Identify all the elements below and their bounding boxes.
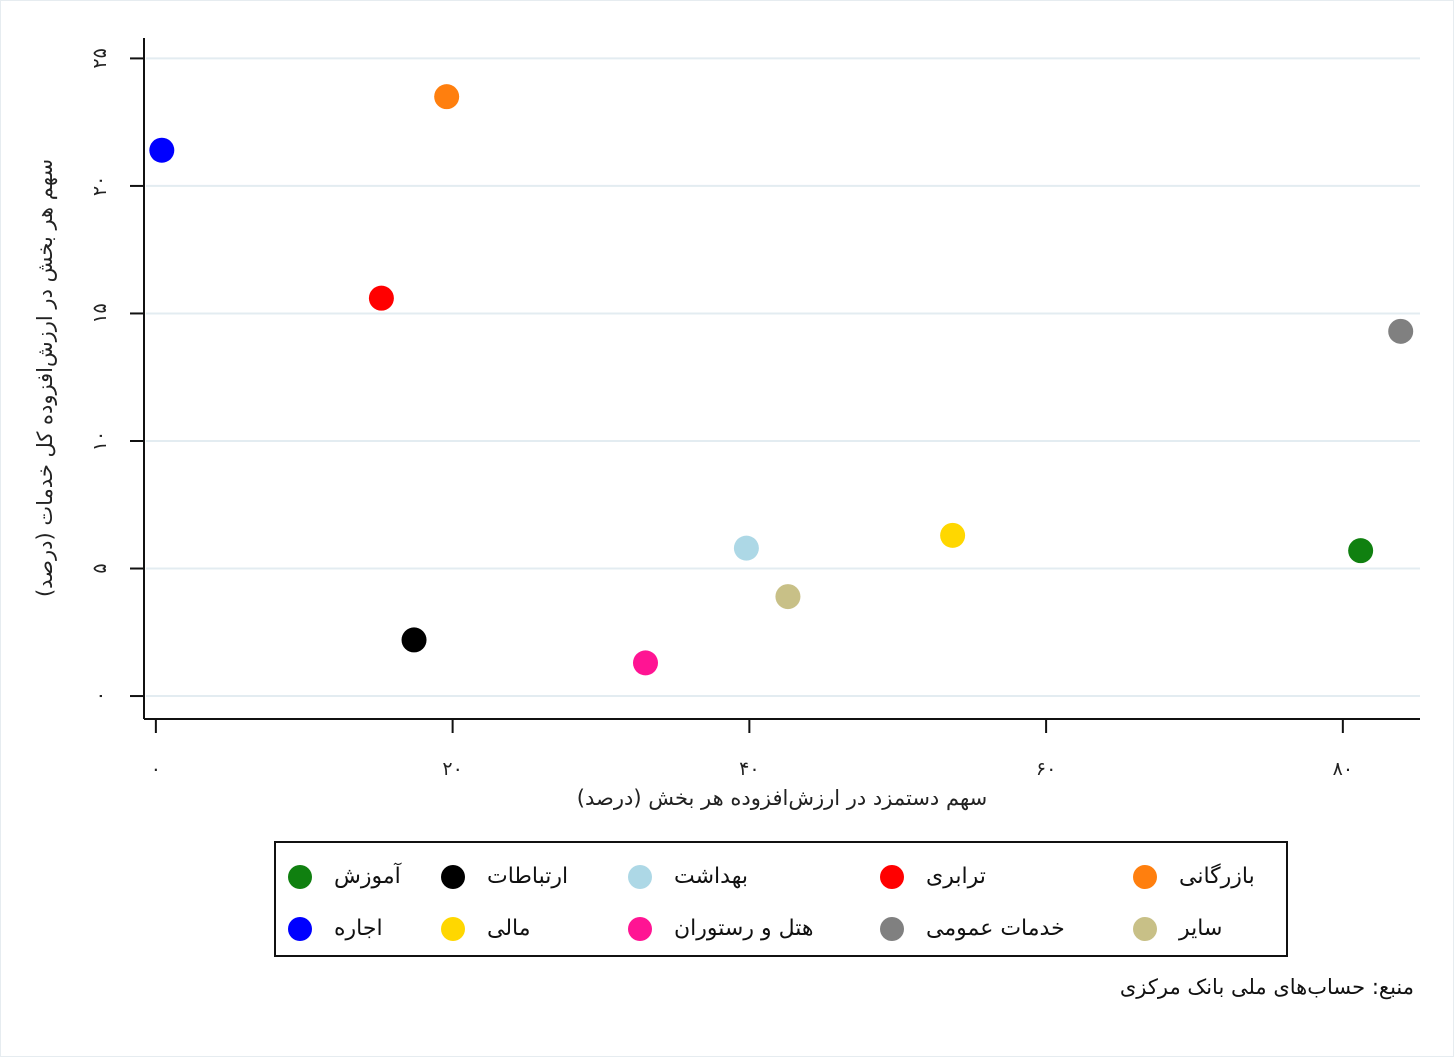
legend-marker (880, 917, 904, 941)
legend-marker (441, 917, 465, 941)
x-tick-label: ۸۰ (1333, 758, 1353, 780)
legend-marker (441, 865, 465, 889)
legend-label: هتل و رستوران (674, 916, 814, 941)
legend-label: خدمات عمومی (926, 916, 1065, 941)
x-tick-label: ۰ (151, 758, 161, 780)
legend-marker (880, 865, 904, 889)
data-point (733, 535, 759, 561)
legend-label: مالی (487, 916, 531, 941)
y-tick-label: ۰ (89, 691, 111, 701)
y-tick-label: ۱۰ (89, 431, 111, 451)
data-point (940, 522, 966, 548)
legend-label: بهداشت (674, 864, 748, 889)
legend-label: آموزش (334, 864, 401, 889)
y-tick-label: ۱۵ (89, 303, 111, 323)
legend-marker (628, 865, 652, 889)
legend-marker (1133, 865, 1157, 889)
x-tick-label: ۲۰ (442, 758, 462, 780)
legend-label: سایر (1179, 916, 1223, 941)
legend: آموزش ارتباطات بهداشت ترابری بازرگانی اجاره ما… (274, 841, 1288, 957)
legend-marker (1133, 917, 1157, 941)
grid-lines (146, 57, 1420, 698)
data-point (149, 137, 175, 163)
x-axis-title: سهم دستمزد در ارزش‌افزوده هر بخش (درصد) (577, 786, 987, 811)
data-point (401, 627, 427, 653)
legend-label: ترابری (926, 864, 986, 889)
legend-label: ارتباطات (487, 864, 569, 889)
tick-marks: ۰ ۵ ۱۰ ۱۵ ۲۰ ۲۵ ۰ ۲۰ ۴۰ ۶۰ ۸۰ (89, 48, 1353, 780)
data-point (775, 584, 801, 610)
data-point (1388, 318, 1414, 344)
y-tick-label: ۵ (89, 563, 111, 573)
x-tick-label: ۶۰ (1036, 758, 1056, 780)
legend-marker (288, 917, 312, 941)
legend-marker (288, 865, 312, 889)
legend-label: اجاره (334, 916, 383, 941)
x-tick-label: ۴۰ (739, 758, 759, 780)
source-note: منبع: حساب‌های ملی بانک مرکزی (1119, 975, 1414, 999)
data-point (434, 84, 460, 110)
y-axis-title: سهم هر بخش در ارزش‌افزوده کل خدمات (درصد… (33, 159, 58, 597)
axes (143, 38, 1420, 720)
y-tick-label: ۲۵ (89, 48, 111, 68)
data-point (1348, 538, 1374, 564)
legend-label: بازرگانی (1179, 864, 1255, 889)
data-point (368, 285, 394, 311)
data-point (632, 650, 658, 676)
data-points (149, 84, 1414, 676)
chart-plot: ۰ ۵ ۱۰ ۱۵ ۲۰ ۲۵ ۰ ۲۰ ۴۰ ۶۰ ۸۰ سهم دستمزد در ارزش‌ا… (33, 38, 1420, 811)
legend-marker (628, 917, 652, 941)
y-tick-label: ۲۰ (89, 176, 111, 196)
